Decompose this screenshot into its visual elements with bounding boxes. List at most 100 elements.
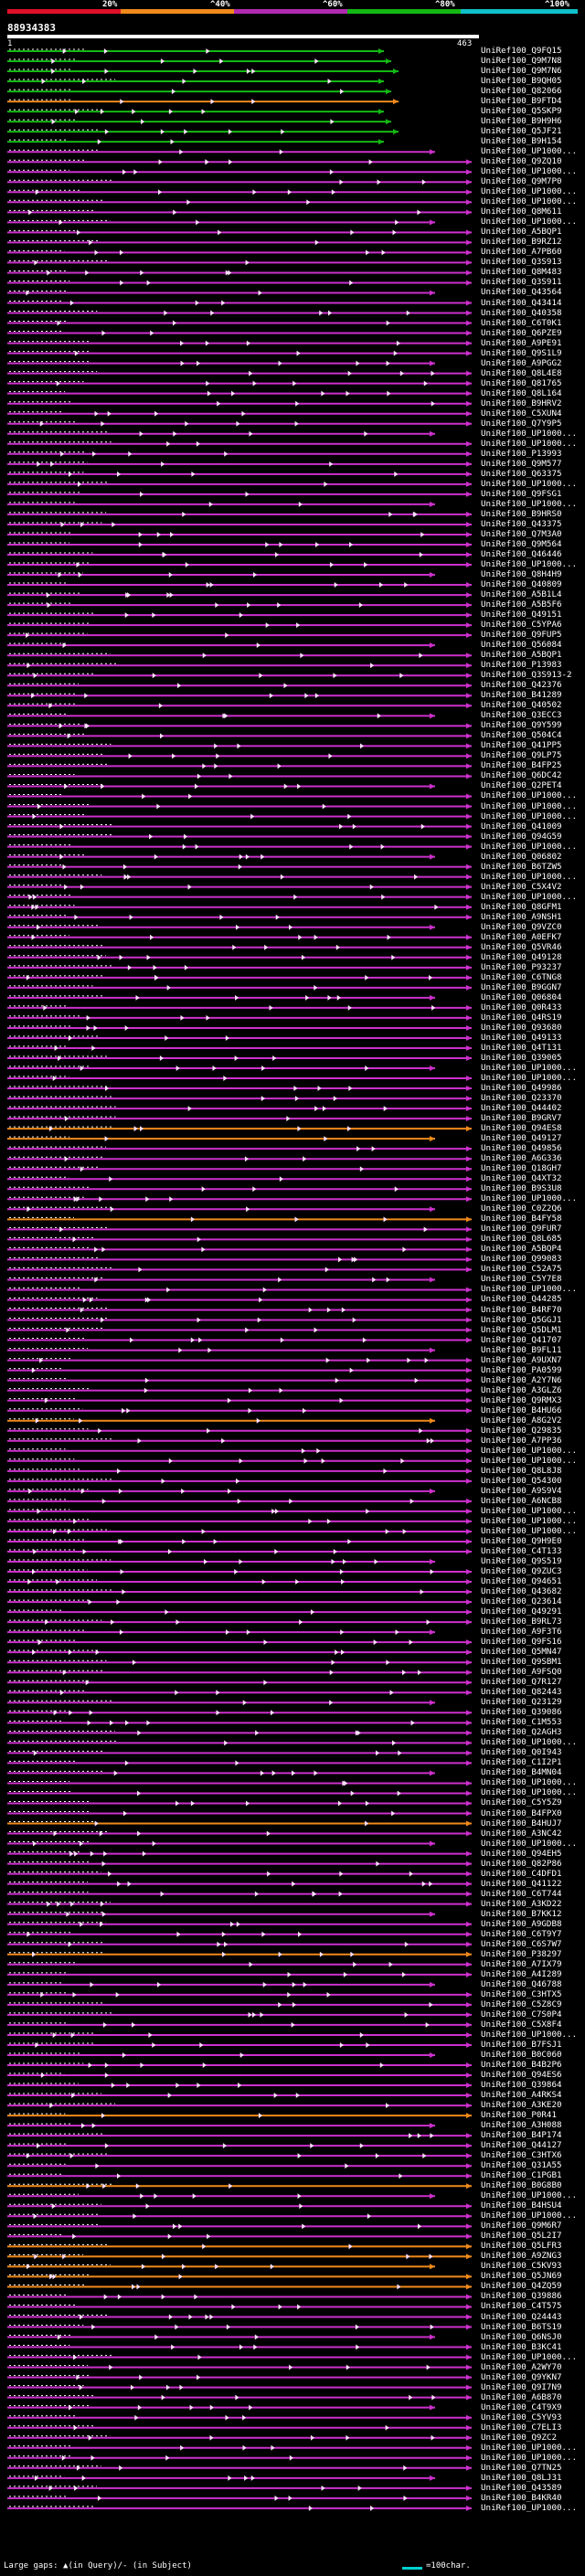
hit-label[interactable]: UniRef100_UP1000... [481, 841, 578, 852]
hit-label[interactable]: UniRef100_Q82066 [481, 86, 562, 97]
hit-label[interactable]: UniRef100_A6G336 [481, 1153, 562, 1164]
hit-label[interactable]: UniRef100_B9GRV7 [481, 1113, 562, 1124]
hit-label[interactable]: UniRef100_UP1000... [481, 146, 578, 157]
hit-label[interactable]: UniRef100_Q9Y599 [481, 720, 562, 731]
hit-label[interactable]: UniRef100_Q9M7N6 [481, 66, 562, 77]
hit-label[interactable]: UniRef100_UP1000... [481, 891, 578, 902]
hit-label[interactable]: UniRef100_B4HSU4 [481, 2200, 562, 2211]
hit-label[interactable]: UniRef100_Q23129 [481, 1697, 562, 1708]
hit-label[interactable]: UniRef100_Q39086 [481, 1707, 562, 1718]
hit-label[interactable]: UniRef100_UP1000... [481, 2452, 578, 2463]
hit-label[interactable]: UniRef100_C1I2P1 [481, 1757, 562, 1768]
hit-label[interactable]: UniRef100_Q4T131 [481, 1042, 562, 1053]
hit-label[interactable]: UniRef100_B0C060 [481, 2049, 562, 2060]
hit-label[interactable]: UniRef100_Q2PET4 [481, 780, 562, 791]
hit-label[interactable]: UniRef100_Q4ZQ59 [481, 2281, 562, 2292]
hit-label[interactable]: UniRef100_Q9SBM1 [481, 1657, 562, 1668]
hit-label[interactable]: UniRef100_A7PB60 [481, 247, 562, 258]
hit-label[interactable]: UniRef100_A9S9V4 [481, 1485, 562, 1496]
hit-label[interactable]: UniRef100_UP1000... [481, 166, 578, 177]
hit-label[interactable]: UniRef100_B4P174 [481, 2130, 562, 2141]
hit-label[interactable]: UniRef100_UP1000... [481, 1787, 578, 1798]
hit-label[interactable]: UniRef100_UP1000... [481, 186, 578, 197]
hit-label[interactable]: UniRef100_UP1000... [481, 217, 578, 228]
hit-label[interactable]: UniRef100_Q6PZE9 [481, 327, 562, 338]
hit-label[interactable]: UniRef100_Q9VZC0 [481, 921, 562, 932]
hit-label[interactable]: UniRef100_Q8L4E8 [481, 367, 562, 378]
hit-label[interactable]: UniRef100_Q93680 [481, 1022, 562, 1033]
hit-label[interactable]: UniRef100_Q56084 [481, 640, 562, 651]
hit-label[interactable]: UniRef100_Q94ES8 [481, 1123, 562, 1134]
hit-label[interactable]: UniRef100_A3GLZ6 [481, 1384, 562, 1395]
hit-label[interactable]: UniRef100_Q9FSG1 [481, 488, 562, 499]
hit-label[interactable]: UniRef100_A5BQP1 [481, 227, 562, 238]
hit-label[interactable]: UniRef100_C6T9Y7 [481, 1928, 562, 1939]
hit-label[interactable]: UniRef100_UP1000... [481, 790, 578, 801]
hit-label[interactable]: UniRef100_Q39005 [481, 1053, 562, 1063]
hit-label[interactable]: UniRef100_Q2AGH3 [481, 1727, 562, 1738]
hit-label[interactable]: UniRef100_B4MN04 [481, 1767, 562, 1778]
hit-label[interactable]: UniRef100_Q43375 [481, 518, 562, 529]
hit-label[interactable]: UniRef100_Q8M483 [481, 267, 562, 278]
hit-label[interactable]: UniRef100_Q8M611 [481, 207, 562, 217]
hit-label[interactable]: UniRef100_Q9I7N9 [481, 2381, 562, 2392]
hit-label[interactable]: UniRef100_B4RF70 [481, 1304, 562, 1315]
hit-label[interactable]: UniRef100_B3KC41 [481, 2341, 562, 2352]
hit-label[interactable]: UniRef100_B9RL73 [481, 1617, 562, 1627]
hit-label[interactable]: UniRef100_Q49986 [481, 1083, 562, 1094]
hit-label[interactable]: UniRef100_C7S0P4 [481, 2009, 562, 2019]
hit-label[interactable]: UniRef100_B4FY58 [481, 1214, 562, 1224]
hit-label[interactable]: UniRef100_Q7M3A0 [481, 528, 562, 539]
hit-label[interactable]: UniRef100_A9NSH1 [481, 911, 562, 922]
hit-label[interactable]: UniRef100_UP1000... [481, 2029, 578, 2040]
hit-label[interactable]: UniRef100_UP1000... [481, 438, 578, 449]
hit-label[interactable]: UniRef100_P38297 [481, 1948, 562, 1959]
hit-label[interactable]: UniRef100_B0G8B0 [481, 2180, 562, 2191]
hit-label[interactable]: UniRef100_UP1000... [481, 1525, 578, 1536]
hit-label[interactable]: UniRef100_C5Y5Z9 [481, 1797, 562, 1808]
hit-label[interactable]: UniRef100_Q9FQ15 [481, 46, 562, 56]
hit-label[interactable]: UniRef100_Q9LP75 [481, 750, 562, 761]
hit-label[interactable]: UniRef100_Q54300 [481, 1475, 562, 1486]
hit-label[interactable]: UniRef100_Q7Y9P5 [481, 418, 562, 429]
hit-label[interactable]: UniRef100_A6NCB8 [481, 1495, 562, 1506]
hit-label[interactable]: UniRef100_Q44285 [481, 1294, 562, 1305]
hit-label[interactable]: UniRef100_Q49133 [481, 1032, 562, 1043]
hit-label[interactable]: UniRef100_A2WY70 [481, 2361, 562, 2372]
hit-label[interactable]: UniRef100_Q43589 [481, 2482, 562, 2493]
hit-label[interactable]: UniRef100_A7IX79 [481, 1958, 562, 1969]
hit-label[interactable]: UniRef100_C3HTX6 [481, 2150, 562, 2161]
hit-label[interactable]: UniRef100_UP1000... [481, 2190, 578, 2201]
hit-label[interactable]: UniRef100_A9PE91 [481, 337, 562, 348]
hit-label[interactable]: UniRef100_Q6NSJ0 [481, 2331, 562, 2342]
hit-label[interactable]: UniRef100_Q94651 [481, 1576, 562, 1587]
hit-label[interactable]: UniRef100_Q23370 [481, 1093, 562, 1104]
hit-label[interactable]: UniRef100_UP1000... [481, 811, 578, 822]
hit-label[interactable]: UniRef100_Q24443 [481, 2311, 562, 2322]
hit-label[interactable]: UniRef100_Q9FUP5 [481, 630, 562, 641]
hit-label[interactable]: UniRef100_UP1000... [481, 1063, 578, 1074]
hit-label[interactable]: UniRef100_UP1000... [481, 428, 578, 439]
hit-label[interactable]: UniRef100_B9GGN7 [481, 981, 562, 992]
hit-label[interactable]: UniRef100_B4HU66 [481, 1405, 562, 1415]
hit-label[interactable]: UniRef100_B9S3U8 [481, 1183, 562, 1194]
hit-label[interactable]: UniRef100_Q9YKN7 [481, 2371, 562, 2382]
hit-label[interactable]: UniRef100_Q81765 [481, 377, 562, 388]
hit-label[interactable]: UniRef100_Q9ZC2 [481, 2432, 557, 2443]
hit-label[interactable]: UniRef100_Q5LFR3 [481, 2241, 562, 2252]
hit-label[interactable]: UniRef100_Q0R433 [481, 1002, 562, 1012]
hit-label[interactable]: UniRef100_UP1000... [481, 196, 578, 207]
hit-label[interactable]: UniRef100_Q46788 [481, 1978, 562, 1989]
hit-label[interactable]: UniRef100_P93237 [481, 961, 562, 972]
hit-label[interactable]: UniRef100_B7FSJ1 [481, 2039, 562, 2050]
hit-label[interactable]: UniRef100_Q4RS19 [481, 1012, 562, 1023]
hit-label[interactable]: UniRef100_Q82P86 [481, 1858, 562, 1869]
hit-label[interactable]: UniRef100_C7ELI3 [481, 2422, 562, 2433]
hit-label[interactable]: UniRef100_Q49291 [481, 1606, 562, 1617]
hit-label[interactable]: UniRef100_P0R41 [481, 2110, 557, 2121]
hit-label[interactable]: UniRef100_UP1000... [481, 1505, 578, 1516]
hit-label[interactable]: UniRef100_UP1000... [481, 1455, 578, 1466]
hit-label[interactable]: UniRef100_B9H9H6 [481, 116, 562, 127]
hit-label[interactable]: UniRef100_UP1000... [481, 1073, 578, 1084]
hit-label[interactable]: UniRef100_Q94EH5 [481, 1848, 562, 1859]
